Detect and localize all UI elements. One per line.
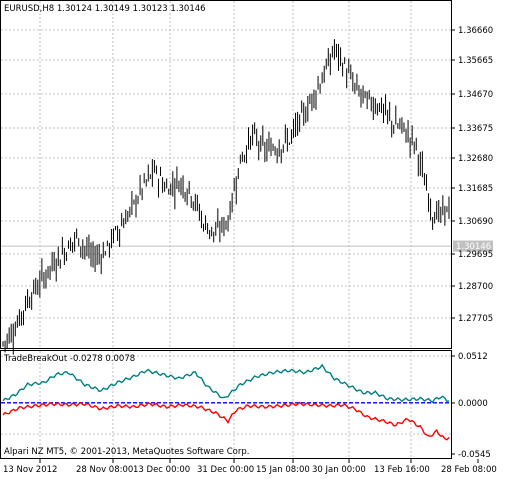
y-tick-label: 1.35665 <box>458 56 493 66</box>
current-price-label-bg <box>453 240 493 252</box>
y-tick-label: 1.36660 <box>458 26 493 36</box>
symbol-info: EURUSD,H8 1.30124 1.30149 1.30123 1.3014… <box>4 4 206 14</box>
time-axis: 13 Nov 2012 28 Nov 08:00 13 Dec 00:00 31 De… <box>3 459 497 475</box>
indicator-upper-line <box>2 363 450 404</box>
y-tick-label: 1.33675 <box>458 124 493 134</box>
x-tick-label: 13 Dec 00:00 <box>133 465 190 475</box>
y-tick-label: 0.0512 <box>458 352 488 362</box>
x-tick-label: 13 Nov 2012 <box>3 465 57 475</box>
x-tick-label: 15 Jan 08:00 <box>256 465 310 475</box>
y-tick-label: 1.31685 <box>458 184 493 194</box>
y-tick-label: -0.0545 <box>458 450 491 460</box>
main-panel-frame <box>0 0 452 349</box>
indicator-panel-frame <box>0 350 452 459</box>
indicator-grid <box>1 351 451 458</box>
y-tick-label: 1.29695 <box>458 250 493 260</box>
x-tick-label: 13 Feb 16:00 <box>374 465 430 475</box>
y-tick-label: 1.32680 <box>458 154 493 164</box>
y-tick-label: 0.0000 <box>458 399 488 409</box>
x-tick-label: 31 Dec 00:00 <box>197 465 254 475</box>
y-tick-label: 1.28700 <box>458 282 493 292</box>
indicator-y-axis: 0.0512 0.0000 -0.0545 <box>451 352 491 460</box>
price-bars <box>2 39 450 355</box>
x-tick-label: 28 Nov 08:00 <box>76 465 133 475</box>
copyright-footer: Alpari NZ MT5, © 2001-2013, MetaQuotes S… <box>4 447 249 457</box>
indicator-lower-line <box>2 401 450 441</box>
y-tick-label: 1.27705 <box>458 314 493 324</box>
indicator-label: TradeBreakOut -0.0278 0.0078 <box>3 354 135 364</box>
main-y-axis: 1.36660 1.35665 1.34670 1.33675 1.32680 1.316… <box>451 26 493 324</box>
current-price-label: 1.30146 <box>456 242 491 252</box>
y-tick-label: 1.30690 <box>458 217 493 227</box>
y-tick-label: 1.34670 <box>458 90 493 100</box>
x-tick-label: 30 Jan 00:00 <box>312 465 366 475</box>
x-tick-label: 28 Feb 08:00 <box>441 465 497 475</box>
